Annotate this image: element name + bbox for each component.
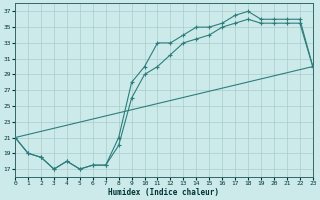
X-axis label: Humidex (Indice chaleur): Humidex (Indice chaleur) bbox=[108, 188, 220, 197]
